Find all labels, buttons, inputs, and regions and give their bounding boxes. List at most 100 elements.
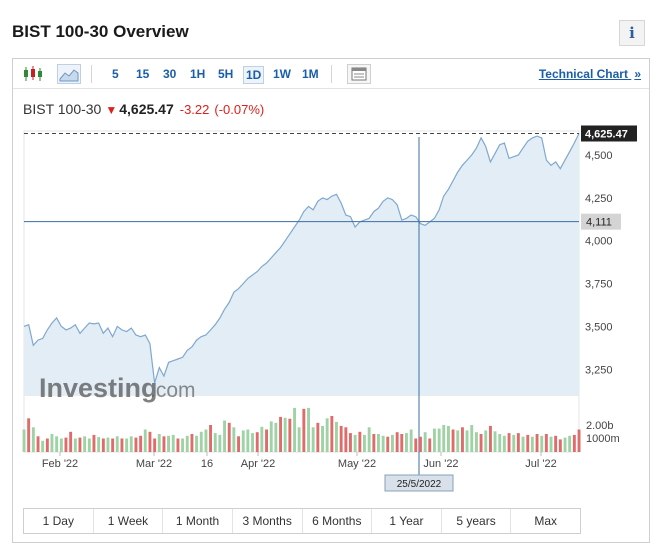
volume-bar (409, 429, 413, 452)
volume-bar (391, 434, 394, 452)
x-tick-label: May '22 (338, 458, 376, 470)
table-icon[interactable] (347, 64, 371, 84)
volume-bar (479, 434, 483, 452)
technical-chart-link[interactable]: Technical Chart » (539, 67, 641, 81)
volume-bar (339, 425, 343, 452)
area-chart-icon[interactable] (57, 64, 81, 84)
volume-bar (558, 439, 562, 452)
page-title: BIST 100-30 Overview (12, 22, 189, 41)
volume-bar (251, 433, 254, 452)
volume-bar (260, 426, 264, 452)
range-1-month[interactable]: 1 Month (163, 509, 233, 533)
volume-bar (120, 438, 124, 452)
volume-bar (302, 408, 306, 452)
range-1-week[interactable]: 1 Week (94, 509, 164, 533)
timeframe-1m[interactable]: 1M (302, 67, 319, 81)
volume-bar (437, 428, 441, 452)
volume-bar (111, 438, 115, 452)
volume-bar (423, 432, 427, 452)
volume-bar (204, 429, 208, 452)
volume-bar (502, 435, 506, 452)
volume-bar (41, 440, 45, 453)
volume-bar (442, 425, 446, 452)
range-1-day[interactable]: 1 Day (24, 509, 94, 533)
timeframe-30[interactable]: 30 (163, 67, 177, 81)
price-tick-label: 3,750 (585, 279, 613, 291)
timeframe-5[interactable]: 5 (112, 67, 119, 81)
timeframe-1d[interactable]: 1D (243, 66, 265, 84)
volume-bar (213, 433, 217, 452)
timeframe-1w[interactable]: 1W (273, 67, 291, 81)
range-6-months[interactable]: 6 Months (303, 509, 373, 533)
price-line (23, 133, 580, 384)
volume-bar (36, 436, 40, 452)
volume-bar (227, 422, 231, 453)
timeframe-15[interactable]: 15 (136, 67, 150, 81)
candlestick-icon[interactable] (21, 64, 45, 84)
volume-bar (507, 433, 511, 452)
volume-bar (381, 435, 385, 452)
volume-bar (241, 430, 245, 452)
volume-bar (134, 437, 138, 452)
volume-bar (451, 429, 455, 452)
volume-bar (405, 433, 408, 452)
volume-bar (572, 434, 576, 452)
timeframe-5h[interactable]: 5H (218, 67, 234, 81)
volume-bar (129, 436, 133, 452)
volume-bar (307, 407, 310, 452)
volume-bar (470, 425, 474, 452)
price-tick-label: 3,250 (585, 364, 613, 376)
volume-bar (456, 430, 460, 452)
volume-bar (157, 434, 161, 452)
timeframe-1h[interactable]: 1H (190, 67, 206, 81)
volume-bar (31, 427, 35, 453)
volume-bar (288, 418, 292, 452)
info-button[interactable]: i (619, 20, 645, 46)
volume-bar (167, 435, 170, 452)
volume-bar (55, 436, 59, 452)
volume-bar (414, 438, 418, 452)
technical-chart-label: Technical Chart (538, 67, 628, 81)
volume-bar (255, 432, 259, 452)
double-chevron-right-icon: » (634, 67, 641, 81)
price-chart[interactable]: Investing.com 4,625.47 4,500 4,250 4,000 3,75… (13, 59, 649, 499)
volume-bar (530, 436, 534, 452)
watermark-suffix: .com (150, 379, 196, 402)
range-max[interactable]: Max (534, 514, 558, 528)
volume-bar (274, 422, 278, 453)
volume-bar (516, 433, 520, 452)
volume-bar (563, 437, 567, 452)
volume-bar (321, 425, 324, 452)
volume-bar (493, 431, 497, 452)
volume-bar (544, 434, 548, 452)
volume-bar (330, 416, 334, 452)
volume-bar (377, 434, 380, 452)
volume-bar (87, 438, 91, 452)
volume-bar (78, 437, 82, 452)
last-price-label: 4,625.47 (585, 128, 628, 140)
down-arrow-icon: ▼ (105, 103, 118, 117)
volume-bar (293, 407, 296, 452)
volume-tick-label: 2.00b (586, 420, 614, 432)
volume-bar (237, 436, 240, 452)
range-5-years[interactable]: 5 years (442, 509, 512, 533)
price-tick-label: 4,250 (585, 193, 613, 205)
volume-tick-label: 1000m (586, 433, 620, 445)
x-tick-label: Feb '22 (42, 458, 78, 470)
volume-bar (283, 417, 287, 452)
crosshair-date-label: 25/5/2022 (397, 479, 442, 490)
volume-bar (64, 437, 68, 452)
volume-bar (97, 437, 101, 452)
range-1-year[interactable]: 1 Year (372, 509, 442, 533)
volume-bar (465, 430, 469, 452)
volume-bar (316, 422, 320, 453)
volume-bar (171, 434, 175, 452)
volume-bar (325, 418, 329, 453)
last-price: 4,625.47 (119, 101, 174, 117)
volume-bar (419, 436, 422, 452)
volume-bar (246, 429, 250, 452)
range-3-months[interactable]: 3 Months (233, 509, 303, 533)
volume-bar (265, 429, 268, 452)
volume-bar (526, 434, 530, 452)
price-tick-label: 4,500 (585, 150, 613, 162)
